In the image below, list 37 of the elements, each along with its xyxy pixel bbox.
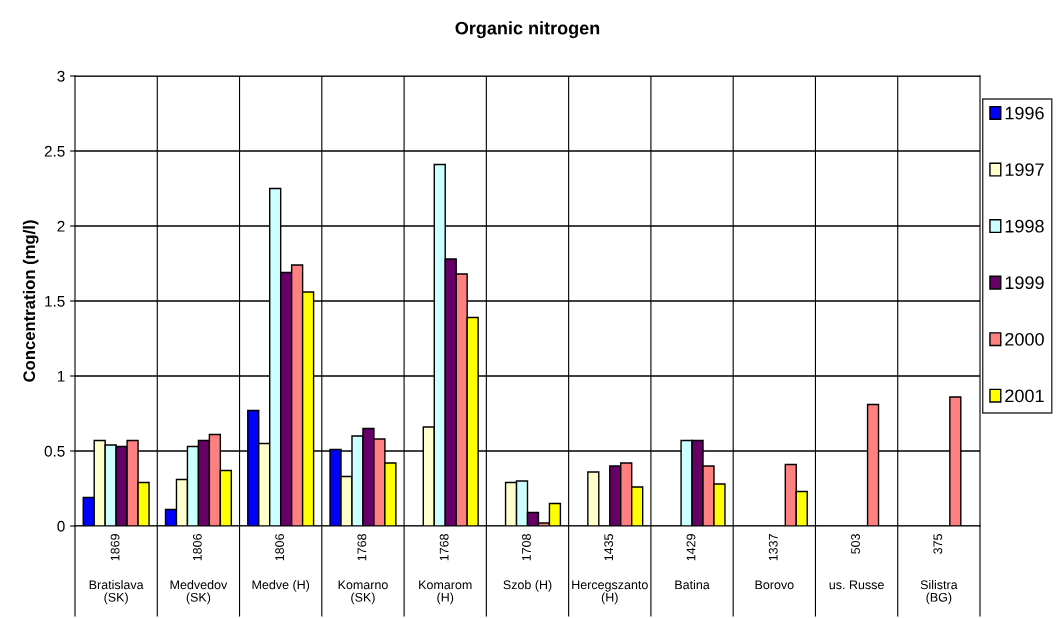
text: 1869 (110, 534, 120, 561)
y-tick-label: 3 (57, 70, 65, 82)
y-tick-label: 1 (57, 371, 65, 382)
text: 1806 (275, 534, 285, 561)
text: 1429 (686, 534, 696, 561)
x-tick-label: Hercegszanto (H) (572, 580, 648, 605)
text: 375 (933, 534, 943, 554)
legend-label: 1996 (1005, 106, 1044, 120)
legend-label: 1998 (1005, 219, 1044, 233)
text: 1806 (192, 534, 202, 561)
y-tick-label: 2 (57, 220, 65, 232)
legend-label: 1999 (1005, 276, 1044, 290)
x-tick-label: Komarom (H) (419, 580, 472, 605)
legend-label: 2001 (1005, 389, 1044, 403)
text: 1435 (604, 534, 614, 561)
x-tick-label: Komarno (SK) (338, 580, 388, 605)
text: 1768 (357, 534, 367, 561)
x-tick-label: us. Russe (829, 580, 884, 590)
y-tick-label: 1.5 (45, 296, 65, 307)
x-tick-label: Szob (H) (503, 580, 552, 592)
x-tick-label: Borovo (755, 580, 794, 590)
text: 1708 (522, 534, 531, 561)
y-axis-title: Concentration (mg/l) (22, 220, 39, 382)
text: 1768 (439, 534, 449, 561)
x-tick-label: Bratislava (SK) (89, 580, 144, 605)
y-tick-label: 0.5 (44, 445, 65, 457)
x-tick-label: Batina (675, 580, 710, 590)
x-tick-label: Medve (H) (252, 580, 310, 592)
legend-label: 2000 (1005, 332, 1044, 346)
y-tick-label: 2.5 (44, 145, 65, 157)
text: 503 (851, 534, 860, 554)
chart-title: Organic nitrogen (455, 21, 600, 39)
x-tick-label: Silistra (BG) (920, 580, 958, 605)
legend-label: 1997 (1005, 163, 1044, 177)
y-tick-label: 0 (57, 520, 65, 532)
x-tick-label: Medvedov (SK) (170, 580, 228, 605)
text: 1337 (768, 534, 778, 561)
